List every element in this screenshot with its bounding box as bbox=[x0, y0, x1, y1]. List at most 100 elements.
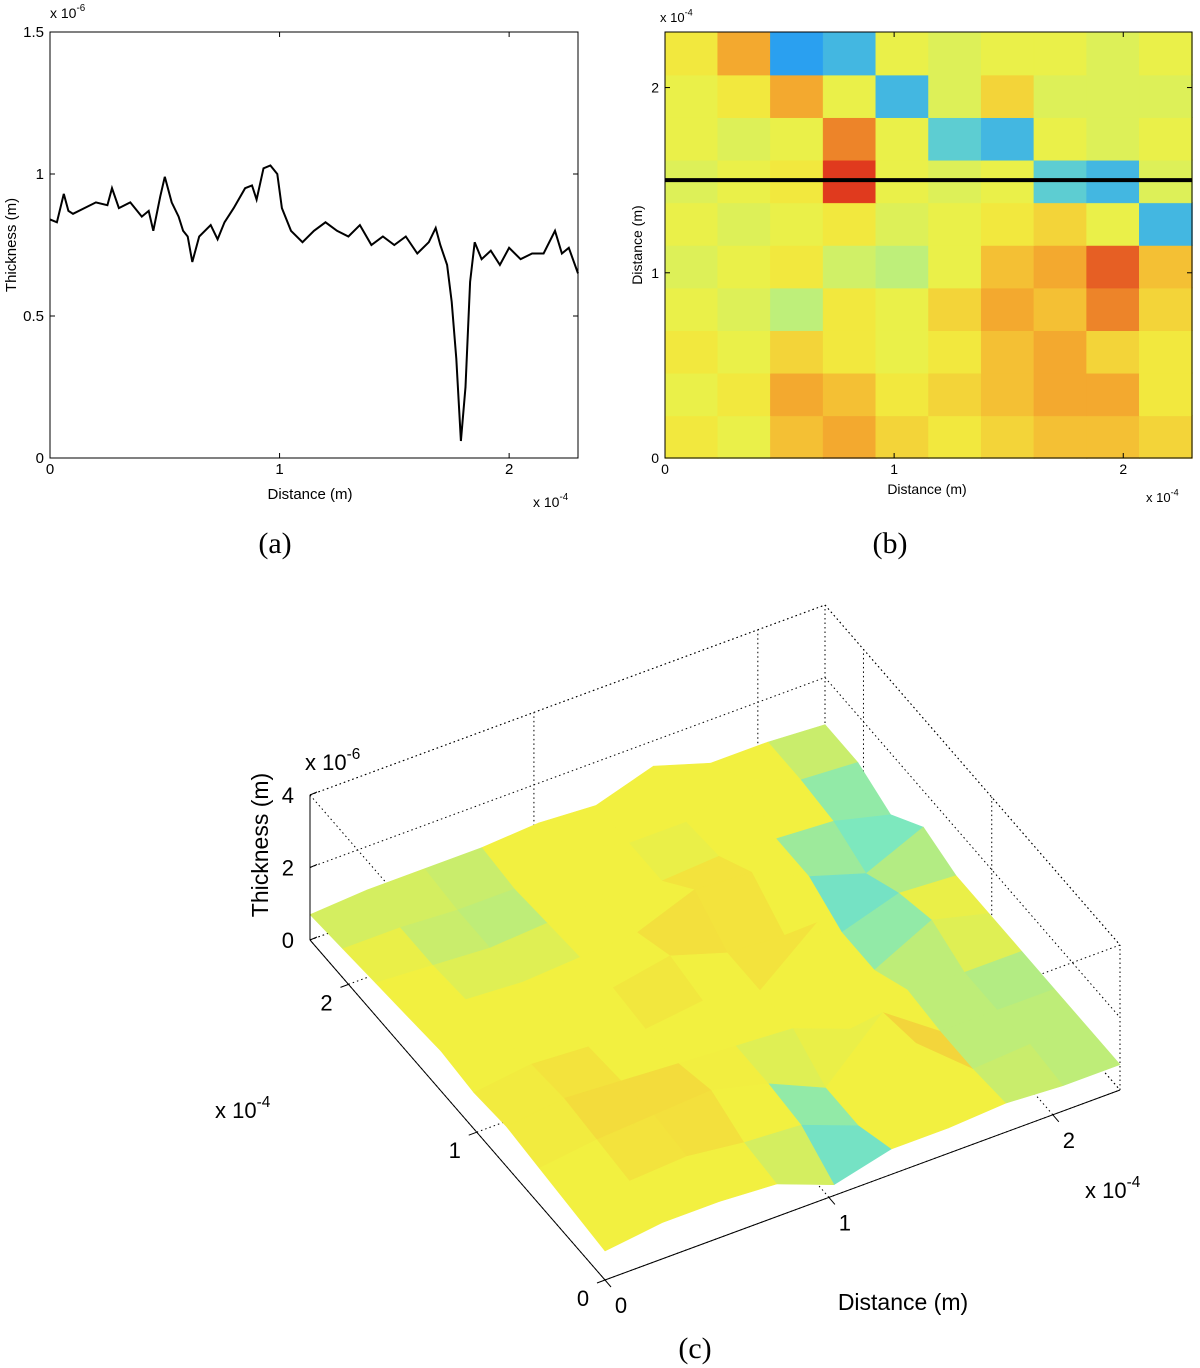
heat-cell bbox=[980, 244, 1035, 289]
multiplier-exponent: -4 bbox=[1127, 1174, 1141, 1191]
heat-cell bbox=[822, 116, 877, 161]
y-tick bbox=[468, 1131, 477, 1136]
x-tick-label: 1 bbox=[890, 461, 898, 477]
heat-cell bbox=[822, 329, 877, 374]
x-axis-label: Distance (m) bbox=[267, 486, 352, 503]
heat-cell bbox=[770, 372, 824, 417]
heat-cell bbox=[928, 329, 982, 374]
heat-cell bbox=[980, 116, 1035, 161]
x-tick bbox=[828, 1197, 836, 1205]
heat-cell bbox=[875, 31, 930, 76]
heat-cell bbox=[1033, 287, 1088, 331]
x-axis-label: Distance (m) bbox=[887, 481, 966, 497]
heat-cell bbox=[928, 202, 982, 246]
data-line bbox=[49, 164, 579, 442]
heat-cell bbox=[770, 329, 824, 374]
heat-cell bbox=[664, 372, 719, 417]
x-tick bbox=[604, 1279, 612, 1288]
heat-cell bbox=[1033, 116, 1088, 161]
y-tick-label: 0 bbox=[651, 450, 659, 466]
multiplier-exponent: -4 bbox=[1171, 488, 1179, 498]
heat-cell bbox=[928, 287, 982, 331]
heat-cell bbox=[770, 287, 824, 331]
heat-cell bbox=[770, 244, 824, 289]
axis-multiplier: x 10-4 bbox=[533, 492, 569, 510]
heat-cell bbox=[980, 202, 1035, 246]
heat-cell bbox=[664, 116, 719, 161]
heat-cell bbox=[1033, 74, 1088, 118]
caption: (c) bbox=[678, 1332, 711, 1365]
heat-cell bbox=[717, 415, 772, 459]
heat-cell bbox=[717, 244, 772, 289]
heat-cell bbox=[1139, 244, 1193, 289]
heat-cell bbox=[717, 287, 772, 331]
heat-cell bbox=[1033, 244, 1088, 289]
heat-cell bbox=[822, 202, 877, 246]
heat-cell bbox=[980, 329, 1035, 374]
heat-cell bbox=[1033, 31, 1088, 76]
heat-cell bbox=[980, 415, 1035, 459]
y-axis-label: Thickness (m) bbox=[3, 198, 20, 292]
plot-frame bbox=[49, 31, 579, 459]
heat-cell bbox=[1139, 202, 1193, 246]
multiplier-exponent: -4 bbox=[257, 1094, 271, 1111]
heat-cell bbox=[1086, 74, 1141, 118]
heat-cell bbox=[875, 415, 930, 459]
y-tick-label: 1.5 bbox=[23, 24, 44, 41]
heat-cell bbox=[770, 74, 824, 118]
heat-cell bbox=[1033, 329, 1088, 374]
x-tick-label: 2 bbox=[505, 461, 513, 478]
grid-line bbox=[309, 604, 826, 796]
heat-cell bbox=[875, 372, 930, 417]
heat-cell bbox=[980, 372, 1035, 417]
heat-cell bbox=[770, 31, 824, 76]
heat-cell bbox=[1139, 74, 1193, 118]
heat-cell bbox=[1086, 31, 1141, 76]
z-tick bbox=[309, 936, 318, 941]
heat-cell bbox=[980, 287, 1035, 331]
heat-cell bbox=[875, 74, 930, 118]
multiplier-base: x 10 bbox=[533, 494, 560, 510]
heat-cell bbox=[717, 329, 772, 374]
heat-cell bbox=[717, 74, 772, 118]
x-tick-label: 1 bbox=[839, 1210, 851, 1235]
heat-cell bbox=[770, 415, 824, 459]
y-tick-label: 1 bbox=[36, 166, 44, 183]
heat-cell bbox=[1139, 329, 1193, 374]
heat-cell bbox=[875, 287, 930, 331]
y-axis-label: Distance (m) bbox=[629, 205, 645, 284]
heat-cell bbox=[1086, 244, 1141, 289]
heat-cell bbox=[928, 31, 982, 76]
surface-patch bbox=[571, 1180, 663, 1252]
heat-cell bbox=[875, 202, 930, 246]
multiplier-exponent: -6 bbox=[347, 746, 361, 763]
grid-line bbox=[309, 677, 826, 868]
multiplier-base: x 10 bbox=[215, 1098, 257, 1123]
heat-cell bbox=[928, 244, 982, 289]
y-tick bbox=[340, 983, 349, 988]
y-tick bbox=[596, 1279, 606, 1284]
axis-multiplier: x 10-6 bbox=[305, 746, 360, 775]
heat-cell bbox=[717, 372, 772, 417]
heat-cell bbox=[1033, 415, 1088, 459]
heat-cell bbox=[664, 329, 719, 374]
x-axis-label: Distance (m) bbox=[838, 1289, 968, 1315]
heat-cell bbox=[717, 116, 772, 161]
axis-multiplier: x 10-4 bbox=[1085, 1174, 1141, 1203]
plot-frame bbox=[664, 31, 1193, 459]
heat-cell bbox=[1033, 372, 1088, 417]
heat-cell bbox=[928, 74, 982, 118]
y-tick-label: 0 bbox=[36, 450, 44, 467]
x-axis bbox=[604, 1089, 1121, 1281]
caption: (a) bbox=[258, 527, 291, 560]
x-tick-label: 2 bbox=[1119, 461, 1127, 477]
heat-cell bbox=[1086, 287, 1141, 331]
heat-cell bbox=[875, 244, 930, 289]
heat-cell bbox=[980, 74, 1035, 118]
x-tick-label: 0 bbox=[46, 461, 54, 478]
y-tick-label: 2 bbox=[651, 80, 659, 96]
heat-cell bbox=[664, 287, 719, 331]
heat-cell bbox=[822, 372, 877, 417]
